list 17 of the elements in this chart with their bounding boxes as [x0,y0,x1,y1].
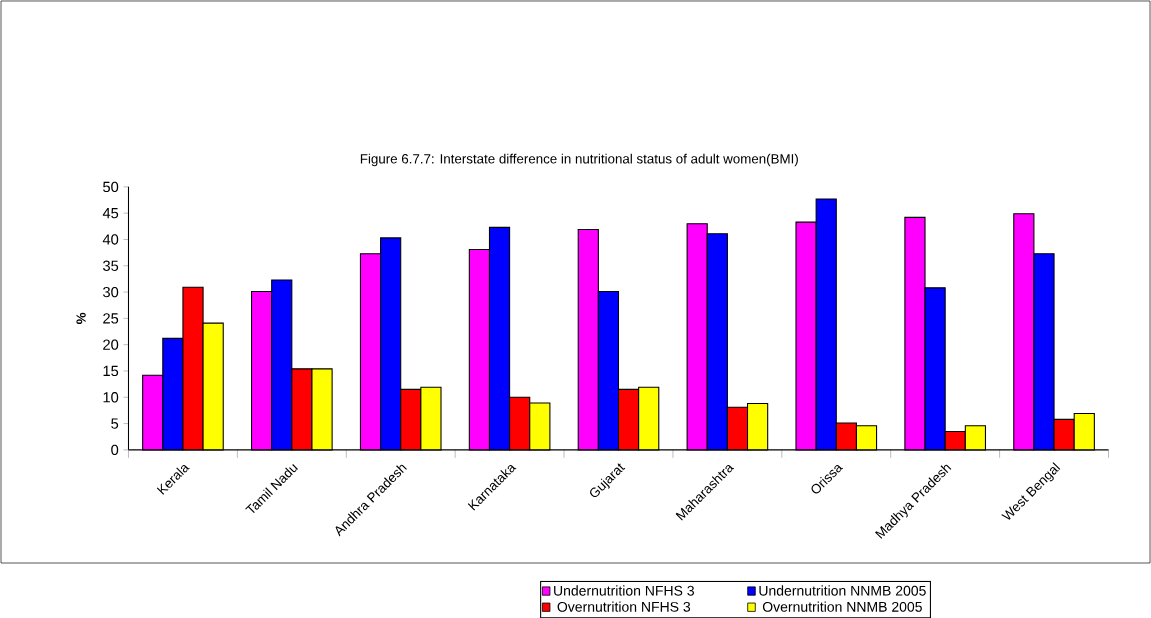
y-tick-label: 30 [103,286,119,298]
y-tick-label: 45 [102,207,119,219]
y-tick-label: 15 [103,365,119,376]
legend-label: Undernutrition NFHS 3 [554,585,694,596]
y-tick-label: 10 [103,392,119,403]
y-tick-label: 40 [102,234,119,245]
y-tick-label: 20 [103,339,119,350]
y-tick-label: 50 [103,181,119,192]
y-tick-label: 5 [111,418,119,429]
legend-label: Overnutrition NFHS 3 [557,601,691,612]
legend-label: Undernutrition NNMB 2005 [759,585,926,596]
chart-title: Figure 6.7.7: Interstate difference in nutritional status of adult women(BMI) [360,153,798,167]
y-tick-label: 0 [111,444,119,455]
legend-label: Overnutrition NNMB 2005 [762,601,922,612]
y-axis-title: % [76,312,86,324]
y-tick-label: 35 [103,260,119,271]
y-tick-label: 25 [103,313,119,324]
